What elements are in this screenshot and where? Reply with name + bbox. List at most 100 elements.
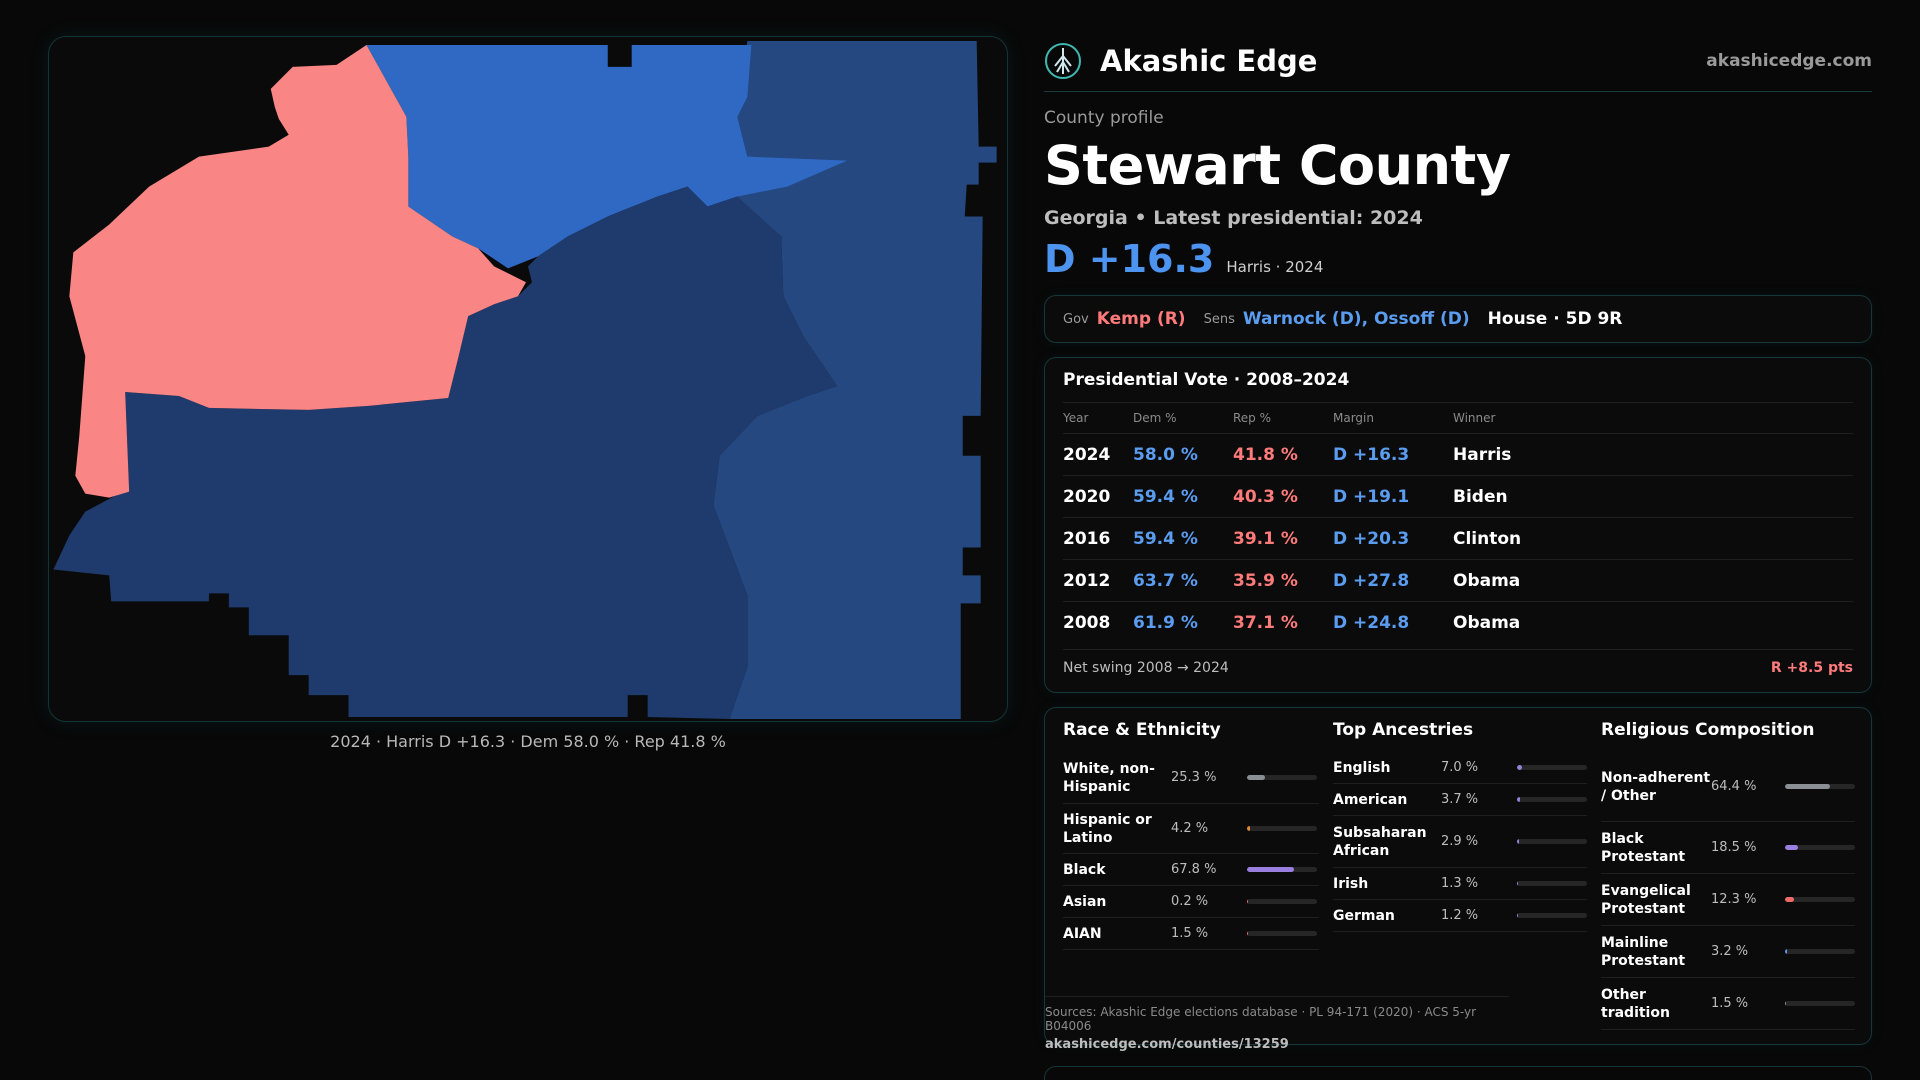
vote-cell-year: 2024 bbox=[1063, 444, 1111, 465]
religion-bar-fill bbox=[1785, 784, 1831, 790]
religion-value: 18.5 % bbox=[1711, 840, 1757, 856]
vote-table-body: 2024 58.0 % 41.8 % D +16.3 Harris 2020 59.4 % 4… bbox=[1063, 433, 1853, 643]
race-bar-fill bbox=[1247, 775, 1265, 781]
religion-row: Black Protestant 18.5 % bbox=[1601, 822, 1855, 875]
net-swing-label: Net swing 2008 → 2024 bbox=[1063, 660, 1229, 677]
vote-cell-dem: 63.7 % bbox=[1133, 570, 1198, 591]
vote-cell-dem: 61.9 % bbox=[1133, 612, 1198, 633]
vote-cell-rep: 35.9 % bbox=[1233, 570, 1298, 591]
vote-cell-year: 2012 bbox=[1063, 570, 1111, 591]
ancestry-label: German bbox=[1333, 907, 1395, 924]
religion-row: Evangelical Protestant 12.3 % bbox=[1601, 874, 1855, 927]
race-label: Asian bbox=[1063, 893, 1107, 910]
ancestry-title: Top Ancestries bbox=[1333, 720, 1474, 741]
vote-cell-margin: D +20.3 bbox=[1333, 528, 1410, 549]
ancestry-bar bbox=[1517, 913, 1587, 919]
page-title: Stewart County bbox=[1044, 134, 1511, 197]
religion-row: Other tradition 1.5 % bbox=[1601, 978, 1855, 1031]
race-value: 0.2 % bbox=[1171, 894, 1209, 910]
sources-footer: Sources: Akashic Edge elections database… bbox=[1045, 996, 1509, 1052]
religion-row: Non-adherent / Other 64.4 % bbox=[1601, 752, 1855, 823]
ancestry-label: Irish bbox=[1333, 875, 1369, 892]
county-map[interactable] bbox=[48, 36, 1008, 722]
ancestry-bar bbox=[1517, 839, 1587, 845]
net-swing-row: Net swing 2008 → 2024 R +8.5 pts bbox=[1063, 649, 1853, 676]
col-margin: Margin bbox=[1333, 411, 1374, 426]
vote-row: 2012 63.7 % 35.9 % D +27.8 Obama bbox=[1063, 559, 1853, 601]
race-value: 1.5 % bbox=[1171, 926, 1209, 942]
religion-bar bbox=[1785, 949, 1855, 955]
net-swing-value: R +8.5 pts bbox=[1770, 660, 1853, 677]
race-bar-fill bbox=[1247, 867, 1295, 873]
religion-value: 3.2 % bbox=[1711, 944, 1749, 960]
vote-cell-margin: D +27.8 bbox=[1333, 570, 1410, 591]
tree-emblem-icon[interactable] bbox=[1044, 42, 1082, 80]
ancestry-list: English 7.0 % American 3.7 % Subsaharan Afri… bbox=[1333, 752, 1587, 933]
vote-cell-dem: 59.4 % bbox=[1133, 486, 1198, 507]
vote-cell-rep: 41.8 % bbox=[1233, 444, 1298, 465]
religion-bar bbox=[1785, 784, 1855, 790]
race-value: 25.3 % bbox=[1171, 770, 1217, 786]
sources-text: Sources: Akashic Edge elections database… bbox=[1045, 1005, 1477, 1034]
religion-bar-fill bbox=[1785, 897, 1794, 903]
ancestry-bar bbox=[1517, 765, 1587, 771]
vote-cell-dem: 59.4 % bbox=[1133, 528, 1198, 549]
ancestry-value: 1.3 % bbox=[1441, 876, 1479, 892]
map-region-east[interactable] bbox=[713, 40, 997, 720]
race-title: Race & Ethnicity bbox=[1063, 720, 1221, 741]
vote-cell-year: 2016 bbox=[1063, 528, 1111, 549]
race-bar bbox=[1247, 775, 1317, 781]
map-region-southwest[interactable] bbox=[53, 186, 838, 720]
vote-cell-winner: Clinton bbox=[1453, 528, 1522, 549]
race-row: Black 67.8 % bbox=[1063, 854, 1319, 887]
col-dem: Dem % bbox=[1133, 411, 1177, 426]
religion-bar bbox=[1785, 1001, 1855, 1007]
race-bar bbox=[1247, 867, 1317, 873]
col-rep: Rep % bbox=[1233, 411, 1272, 426]
religion-bar bbox=[1785, 897, 1855, 903]
ancestry-row: Irish 1.3 % bbox=[1333, 868, 1587, 901]
religion-label: Non-adherent / Other bbox=[1601, 769, 1711, 804]
religion-column: Religious Composition Non-adherent / Oth… bbox=[1601, 720, 1855, 1031]
religion-row: Mainline Protestant 3.2 % bbox=[1601, 926, 1855, 979]
religion-label: Other tradition bbox=[1601, 986, 1670, 1021]
senators-value: Warnock (D), Ossoff (D) bbox=[1242, 309, 1470, 330]
ancestry-column: Top Ancestries English 7.0 % American 3.7 %… bbox=[1333, 720, 1587, 933]
county-subtitle: Georgia • Latest presidential: 2024 bbox=[1044, 207, 1423, 230]
race-label: Hispanic or Latino bbox=[1063, 811, 1152, 846]
race-label: Black bbox=[1063, 861, 1106, 878]
sources-url-link[interactable]: akashicedge.com/counties/13259 bbox=[1045, 1037, 1289, 1053]
presidential-vote-card: Presidential Vote · 2008–2024 Year Dem %… bbox=[1044, 357, 1872, 694]
col-year: Year bbox=[1063, 411, 1089, 426]
ancestry-label: Subsaharan African bbox=[1333, 824, 1427, 859]
map-region-west[interactable] bbox=[69, 44, 527, 498]
map-region-north[interactable] bbox=[366, 44, 848, 269]
religion-label: Evangelical Protestant bbox=[1601, 882, 1691, 917]
brand-url-link[interactable]: akashicedge.com bbox=[1706, 50, 1872, 71]
vote-row: 2024 58.0 % 41.8 % D +16.3 Harris bbox=[1063, 433, 1853, 475]
vote-table-header: Year Dem % Rep % Margin Winner bbox=[1063, 402, 1853, 433]
vote-row: 2020 59.4 % 40.3 % D +19.1 Biden bbox=[1063, 475, 1853, 517]
vote-cell-winner: Biden bbox=[1453, 486, 1508, 507]
brand-name[interactable]: Akashic Edge bbox=[1100, 43, 1318, 78]
ancestry-bar-fill bbox=[1517, 839, 1520, 845]
race-column: Race & Ethnicity White, non-Hispanic 25.3… bbox=[1063, 720, 1319, 951]
race-bar bbox=[1247, 826, 1317, 832]
headline-margin: D +16.3 Harris · 2024 bbox=[1044, 237, 1872, 281]
page-kicker: County profile bbox=[1044, 108, 1164, 128]
religion-title: Religious Composition bbox=[1601, 720, 1815, 741]
race-row: Asian 0.2 % bbox=[1063, 886, 1319, 919]
county-profile-panel: Akashic Edge akashicedge.com County prof… bbox=[1044, 30, 1872, 1052]
demographics-card: Race & Ethnicity White, non-Hispanic 25.3… bbox=[1044, 707, 1872, 1052]
ancestry-row: Subsaharan African 2.9 % bbox=[1333, 816, 1587, 869]
religion-label: Mainline Protestant bbox=[1601, 934, 1686, 969]
ancestry-label: American bbox=[1333, 791, 1408, 808]
race-value: 4.2 % bbox=[1171, 821, 1209, 837]
race-bar bbox=[1247, 899, 1317, 905]
ancestry-row: English 7.0 % bbox=[1333, 752, 1587, 785]
vote-row: 2016 59.4 % 39.1 % D +20.3 Clinton bbox=[1063, 517, 1853, 559]
vote-cell-year: 2020 bbox=[1063, 486, 1111, 507]
race-label: AIAN bbox=[1063, 925, 1102, 942]
religion-bar-fill bbox=[1785, 1001, 1787, 1007]
col-winner: Winner bbox=[1453, 411, 1496, 426]
